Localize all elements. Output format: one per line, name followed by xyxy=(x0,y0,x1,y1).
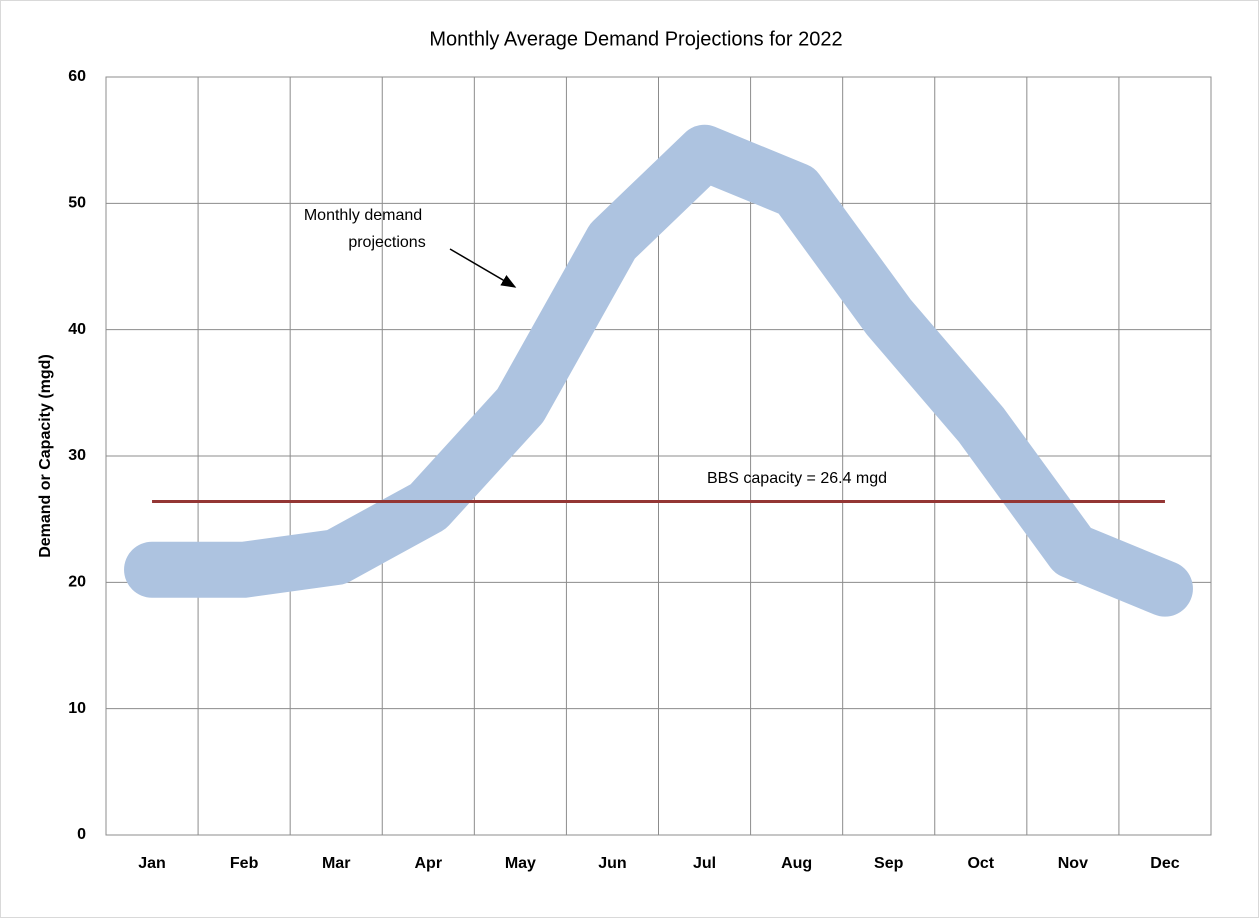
annotation: projections xyxy=(348,234,425,251)
annotation-arrow xyxy=(449,248,517,288)
annotation: BBS capacity = 26.4 mgd xyxy=(707,470,887,487)
plot-area xyxy=(105,76,1212,836)
x-tick-label: Jul xyxy=(693,855,716,872)
y-tick-label: 40 xyxy=(68,321,86,338)
x-tick-label: Dec xyxy=(1150,855,1179,872)
y-tick-label: 10 xyxy=(68,700,86,717)
y-tick-label: 30 xyxy=(68,447,86,464)
x-tick-label: Jun xyxy=(598,855,626,872)
x-tick-label: May xyxy=(505,855,536,872)
chart-title: Monthly Average Demand Projections for 2… xyxy=(429,28,842,50)
x-tick-label: Sep xyxy=(874,855,904,872)
y-axis-label: Demand or Capacity (mgd) xyxy=(37,354,54,558)
x-tick-label: Apr xyxy=(415,855,443,872)
annotation: Monthly demand xyxy=(304,207,422,224)
x-tick-label: Nov xyxy=(1058,855,1088,872)
x-tick-label: Feb xyxy=(230,855,259,872)
x-tick-label: Jan xyxy=(138,855,166,872)
y-tick-label: 20 xyxy=(68,574,86,591)
y-tick-label: 0 xyxy=(77,826,86,843)
x-tick-label: Oct xyxy=(967,855,994,872)
x-tick-label: Mar xyxy=(322,855,350,872)
y-tick-label: 50 xyxy=(68,195,86,212)
demand-line xyxy=(124,124,1193,617)
y-tick-label: 60 xyxy=(68,68,86,85)
x-tick-label: Aug xyxy=(781,855,812,872)
